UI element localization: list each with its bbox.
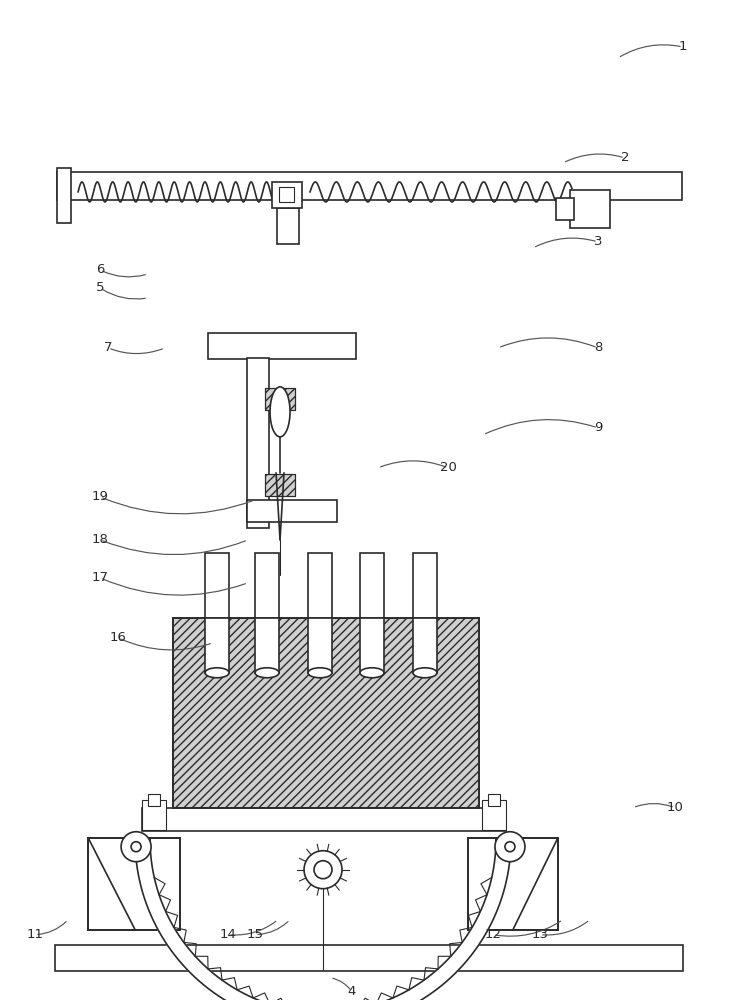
Bar (208, 333, 356, 359)
Circle shape (121, 832, 151, 862)
Circle shape (314, 861, 332, 879)
Text: 6: 6 (96, 263, 104, 276)
Bar (279, 187, 294, 202)
Bar (247, 500, 337, 522)
Bar (173, 618, 479, 808)
Bar (482, 800, 506, 830)
Ellipse shape (308, 668, 332, 678)
Bar (255, 618, 279, 673)
Bar (488, 794, 500, 806)
Ellipse shape (413, 668, 437, 678)
Bar (413, 553, 437, 618)
Polygon shape (88, 838, 180, 930)
Bar (308, 618, 332, 673)
Text: 19: 19 (92, 490, 108, 503)
Text: 20: 20 (440, 461, 456, 474)
Ellipse shape (205, 668, 229, 678)
Text: 7: 7 (104, 341, 112, 354)
Text: 9: 9 (594, 421, 602, 434)
Bar (57, 168, 71, 223)
Text: 4: 4 (348, 985, 356, 998)
Circle shape (495, 832, 525, 862)
Bar (360, 553, 384, 618)
Bar (277, 208, 299, 244)
Bar (205, 553, 229, 618)
Bar (173, 618, 479, 808)
Text: 12: 12 (484, 928, 501, 941)
Bar (55, 945, 683, 971)
Text: 8: 8 (594, 341, 602, 354)
Bar (265, 474, 295, 496)
Bar (205, 618, 229, 673)
Bar (570, 190, 610, 228)
Bar (247, 358, 269, 528)
Ellipse shape (255, 668, 279, 678)
Bar (308, 553, 332, 618)
Text: 16: 16 (110, 631, 126, 644)
Bar (265, 388, 295, 410)
Bar (57, 172, 682, 200)
Bar (142, 800, 166, 830)
Ellipse shape (360, 668, 384, 678)
Bar (272, 182, 302, 208)
Circle shape (505, 842, 515, 852)
Text: 2: 2 (621, 151, 630, 164)
Text: 10: 10 (666, 801, 683, 814)
Polygon shape (135, 840, 511, 1000)
Text: 14: 14 (220, 928, 236, 941)
Circle shape (131, 842, 141, 852)
Bar (255, 553, 279, 618)
Text: 13: 13 (531, 928, 548, 941)
Text: 18: 18 (92, 533, 108, 546)
Polygon shape (468, 838, 558, 930)
Bar (413, 618, 437, 673)
Bar (265, 388, 295, 410)
Bar (148, 794, 160, 806)
Text: 15: 15 (246, 928, 263, 941)
Bar (265, 474, 295, 496)
Circle shape (304, 851, 342, 889)
Text: 11: 11 (27, 928, 44, 941)
Bar (556, 198, 574, 220)
Bar (360, 618, 384, 673)
Text: 3: 3 (593, 235, 602, 248)
Bar (142, 808, 506, 831)
Text: 17: 17 (92, 571, 108, 584)
Text: 5: 5 (96, 281, 104, 294)
Text: 1: 1 (679, 40, 687, 53)
Ellipse shape (270, 387, 290, 437)
